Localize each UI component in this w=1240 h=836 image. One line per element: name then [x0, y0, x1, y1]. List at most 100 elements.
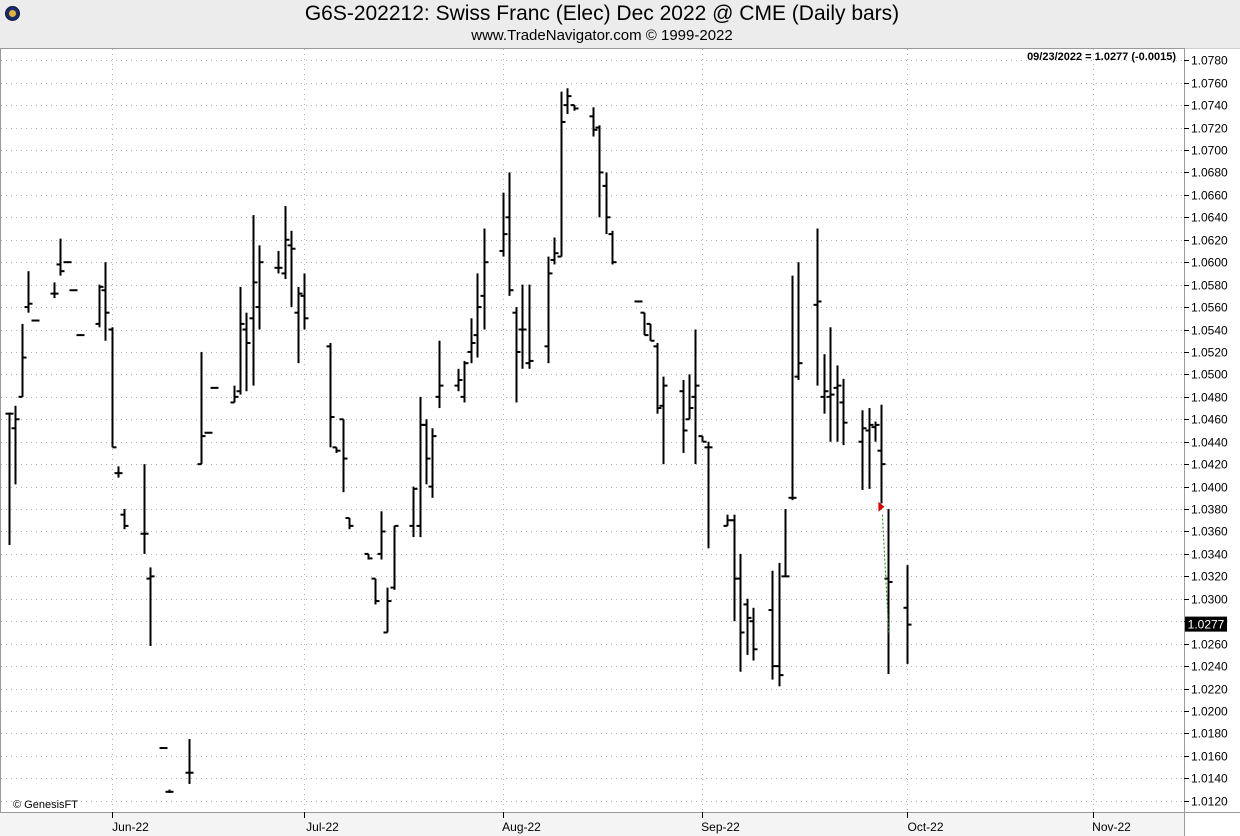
- ohlc-bar: [646, 322, 655, 342]
- ohlc-bar: [871, 421, 880, 442]
- ohlc-bar: [390, 524, 399, 590]
- ohlc-bar: [371, 577, 380, 605]
- ohlc-bar: [95, 284, 104, 328]
- x-tick-label: Jun-22: [112, 820, 149, 834]
- ohlc-bar: [428, 428, 437, 498]
- ohlc-bar: [76, 334, 85, 337]
- ohlc-bar: [230, 385, 239, 404]
- y-tick-label: 1.0160: [1191, 750, 1228, 764]
- y-tick-label: 1.0460: [1191, 413, 1228, 427]
- ohlc-bar: [18, 323, 27, 398]
- ohlc-bar: [101, 262, 110, 341]
- y-tick-label: 1.0620: [1191, 234, 1228, 248]
- ohlc-bar: [146, 567, 155, 646]
- ohlc-bar: [159, 747, 168, 750]
- ohlc-bar: [422, 419, 431, 485]
- chart-subtitle: www.TradeNavigator.com © 1999-2022: [471, 27, 733, 44]
- ohlc-bar: [63, 261, 72, 264]
- ohlc-bar: [332, 446, 341, 453]
- x-tick-label: Nov-22: [1092, 820, 1131, 834]
- y-tick-label: 1.0200: [1191, 705, 1228, 719]
- y-tick-label: 1.0380: [1191, 503, 1228, 517]
- y-tick-label: 1.0520: [1191, 346, 1228, 360]
- ohlc-bar: [460, 360, 469, 403]
- ohlc-bar: [409, 486, 418, 538]
- ohlc-bar: [339, 418, 348, 493]
- ohlc-bar: [839, 378, 848, 446]
- y-tick-label: 1.0700: [1191, 144, 1228, 158]
- ohlc-bar: [884, 509, 893, 674]
- signal-marker-icon: [878, 501, 885, 512]
- ohlc-bar: [813, 228, 822, 386]
- ohlc-bars: [5, 88, 912, 793]
- ohlc-bar: [602, 172, 611, 235]
- ohlc-bar: [877, 404, 886, 504]
- y-tick-label: 1.0140: [1191, 772, 1228, 786]
- ohlc-bar: [563, 88, 572, 115]
- y-tick-label: 1.0560: [1191, 301, 1228, 315]
- ohlc-bar: [640, 311, 649, 337]
- y-tick-label: 1.0720: [1191, 122, 1228, 136]
- ohlc-bar: [24, 271, 33, 313]
- y-tick-label: 1.0480: [1191, 391, 1228, 405]
- ohlc-bar: [364, 552, 373, 560]
- y-tick-label: 1.0640: [1191, 211, 1228, 225]
- ohlc-bar: [653, 342, 662, 414]
- ohlc-bar: [544, 256, 553, 364]
- ohlc-bar: [249, 215, 258, 386]
- y-tick-label: 1.0580: [1191, 279, 1228, 293]
- ohlc-bar: [826, 327, 835, 442]
- ohlc-bar: [743, 598, 752, 655]
- ohlc-bar: [768, 570, 777, 680]
- ohlc-bar: [736, 553, 745, 672]
- y-tick-label: 1.0120: [1191, 795, 1228, 809]
- ohlc-bar: [788, 275, 797, 501]
- x-tick-label: Aug-22: [502, 820, 541, 834]
- y-tick-label: 1.0360: [1191, 525, 1228, 539]
- x-tick-label: Oct-22: [907, 820, 943, 834]
- overlay-layer: [878, 501, 890, 635]
- grid-layer: [1, 49, 1184, 812]
- x-axis: Jun-22 Jul-22 Aug-22 Sep-22 Oct-22 Nov-22: [112, 812, 1131, 834]
- ohlc-bar: [242, 312, 251, 392]
- plot-border: [0, 48, 1185, 813]
- ohlc-bar: [345, 517, 354, 530]
- y-tick-label: 1.0220: [1191, 683, 1228, 697]
- ohlc-bar: [858, 410, 867, 490]
- ohlc-bar: [416, 396, 425, 538]
- ohlc-bar: [557, 91, 566, 258]
- ohlc-bar: [698, 435, 707, 443]
- ohlc-bar: [281, 206, 290, 280]
- ohlc-bar: [31, 319, 40, 322]
- ohlc-bar: [69, 289, 78, 292]
- ohlc-bar: [140, 464, 149, 554]
- ohlc-bar: [865, 408, 874, 489]
- y-tick-label: 1.0400: [1191, 481, 1228, 495]
- x-tick-label: Jul-22: [306, 820, 339, 834]
- ohlc-bar: [659, 376, 668, 465]
- y-tick-label: 1.0180: [1191, 727, 1228, 741]
- y-tick-label: 1.0240: [1191, 660, 1228, 674]
- ohlc-bar: [56, 238, 65, 276]
- y-tick-label: 1.0420: [1191, 458, 1228, 472]
- ohlc-bar: [518, 284, 527, 369]
- ohlc-bar: [326, 342, 335, 448]
- ohlc-bar: [499, 192, 508, 257]
- last-price-box-bg: [1185, 616, 1227, 632]
- x-tick-label: Sep-22: [701, 820, 740, 834]
- ohlc-bar: [634, 300, 643, 303]
- ohlc-bar: [730, 514, 739, 622]
- y-tick-label: 1.0440: [1191, 436, 1228, 450]
- y-tick-label: 1.0320: [1191, 570, 1228, 584]
- ohlc-bar: [473, 273, 482, 358]
- ohlc-bar: [467, 318, 476, 364]
- ohlc-bar: [210, 386, 219, 389]
- y-tick-label: 1.0660: [1191, 189, 1228, 203]
- copyright-credit: © GenesisFT: [13, 799, 78, 811]
- ohlc-bar: [570, 104, 579, 111]
- ohlc-bar: [5, 412, 14, 545]
- ohlc-bar: [377, 511, 386, 560]
- y-tick-label: 1.0260: [1191, 638, 1228, 652]
- last-quote-label: 09/23/2022 = 1.0277 (-0.0015): [1027, 51, 1176, 63]
